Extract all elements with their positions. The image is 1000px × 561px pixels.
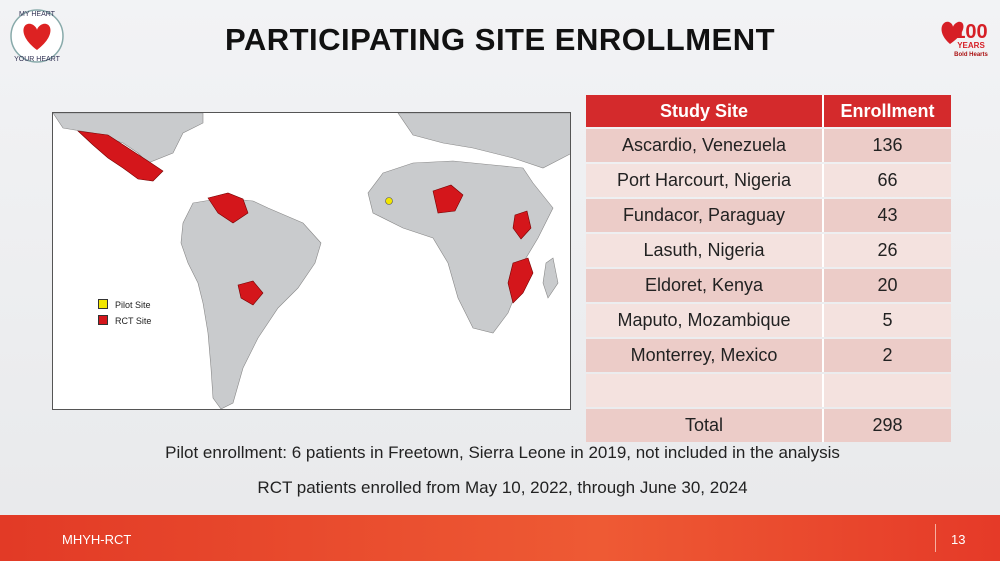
table-row: Eldoret, Kenya 20 [586,269,951,302]
site-cell: Monterrey, Mexico [586,339,822,372]
column-header: Study Site [586,95,822,127]
footer: MHYH-RCT 13 [0,515,1000,561]
table-row: Monterrey, Mexico 2 [586,339,951,372]
table-row: Ascardio, Venezuela 136 [586,129,951,162]
map-graphic [53,113,570,409]
footer-label: MHYH-RCT [62,532,132,547]
enrollment-cell: 136 [822,129,951,162]
footer-divider [935,524,936,552]
note: RCT patients enrolled from May 10, 2022,… [257,478,748,497]
legend-swatch [98,299,108,309]
logo-text: MY HEART [19,11,56,18]
enrollment-cell: 43 [822,199,951,232]
enrollment-cell: 298 [822,409,951,442]
page-number: 13 [951,532,966,547]
note: Pilot enrollment: 6 patients in Freetown… [165,443,840,462]
logo-number: 100 [954,21,987,43]
enrollment-cell [822,374,951,407]
left-logo: MY HEART YOUR HEART [10,9,64,63]
site-cell: Fundacor, Paraguay [586,199,822,232]
site-cell: Port Harcourt, Nigeria [586,164,822,197]
column-header: Enrollment [822,95,951,127]
table-row: Port Harcourt, Nigeria 66 [586,164,951,197]
table-row: Fundacor, Paraguay 43 [586,199,951,232]
enrollment-cell: 5 [822,304,951,337]
enrollment-cell: 2 [822,339,951,372]
enrollment-cell: 26 [822,234,951,267]
right-logo: 100 YEARS Bold Hearts [941,21,988,58]
title: PARTICIPATING SITE ENROLLMENT [224,22,776,57]
map: Pilot Site RCT Site [52,112,571,410]
enrollment-table: Study Site Enrollment Ascardio, Venezuela 1… [586,93,951,444]
legend-label: Pilot Site [115,300,151,310]
site-cell: Eldoret, Kenya [586,269,822,302]
table-row [586,374,951,407]
legend-swatch [98,315,108,325]
legend-label: RCT Site [115,316,152,326]
logo-text: YOUR HEART [14,56,60,63]
table-row: Total 298 [586,409,951,442]
site-cell: Lasuth, Nigeria [586,234,822,267]
table-row: Maputo, Mozambique 5 [586,304,951,337]
site-cell [586,374,822,407]
logo-text: YEARS [957,41,985,50]
table-row: Lasuth, Nigeria 26 [586,234,951,267]
site-cell: Total [586,409,822,442]
logo-text: Bold Hearts [954,52,988,58]
enrollment-cell: 66 [822,164,951,197]
header-row: Study Site Enrollment [586,95,951,127]
site-cell: Maputo, Mozambique [586,304,822,337]
enrollment-cell: 20 [822,269,951,302]
site-cell: Ascardio, Venezuela [586,129,822,162]
